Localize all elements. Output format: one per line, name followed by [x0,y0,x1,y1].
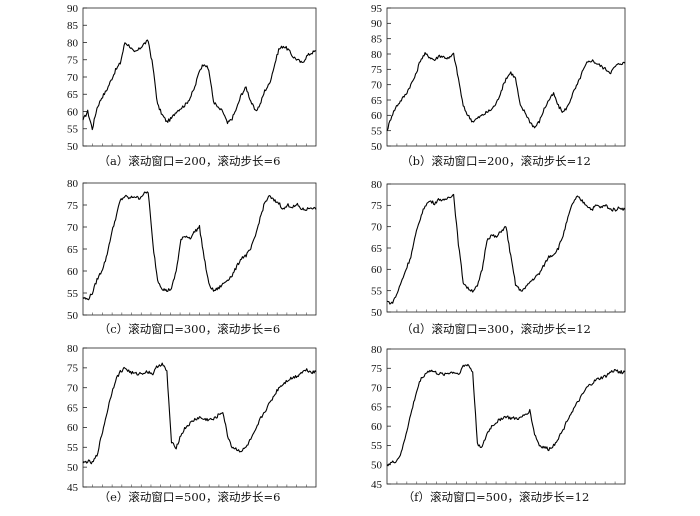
chart-caption: （a）滚动窗口=200，滚动步长=6 [99,154,281,168]
plot-frame [386,183,626,313]
chart-caption: （c）滚动窗口=300，滚动步长=6 [99,322,280,336]
y-tick-label: 50 [67,310,79,322]
series-line [386,52,626,131]
chart-caption: （d）滚动窗口=300，滚动步长=12 [401,322,591,336]
chart-panel-a: 50 55 60 65 70 75 80 85 90 （a）滚动窗口=200，滚动步长=6 [67,3,317,168]
y-tick-label: 55 [67,124,79,136]
y-tick-label: 75 [67,363,79,375]
y-tick-label: 75 [371,363,383,375]
y-tick-label: 45 [371,479,383,491]
y-tick-label: 95 [371,3,383,15]
chart-panel-b: 50 55 60 65 70 75 80 85 90 95 （b）滚动窗口=200，滚动步长=12 [371,3,626,168]
series-line [82,362,317,465]
y-tick-label: 70 [67,383,79,395]
plot-frame [386,348,626,485]
y-tick-label: 50 [67,141,79,153]
y-tick-label: 65 [67,89,79,101]
y-tick-label: 65 [371,402,383,414]
chart-caption: （b）滚动窗口=200，滚动步长=12 [401,154,591,168]
chart-panel-c: 50 55 60 65 70 75 80 （c）滚动窗口=300，滚动步长=6 [67,178,317,336]
plot-frame [82,182,317,316]
y-tick-label: 50 [371,460,383,472]
y-tick-label: 70 [67,72,79,84]
y-tick-label: 75 [371,64,383,76]
chart-caption: （f）滚动窗口=500，滚动步长=12 [403,490,590,504]
y-tick-label: 85 [67,20,79,32]
y-tick-label: 80 [67,178,79,190]
y-tick-label: 60 [371,110,383,122]
y-tick-label: 60 [371,421,383,433]
y-tick-label: 65 [67,244,79,256]
y-tick-label: 70 [371,79,383,91]
y-tick-label: 65 [371,95,383,107]
plot-frame [386,7,626,147]
series-line [386,363,626,467]
plot-frame [82,7,317,147]
y-tick-label: 60 [67,422,79,434]
y-tick-label: 55 [371,440,383,452]
y-tick-label: 45 [67,482,79,494]
y-tick-label: 60 [67,106,79,118]
series-line [82,39,317,131]
y-tick-label: 70 [371,221,383,233]
chart-panel-f: 45 50 55 60 65 70 75 80 （f）滚动窗口=500，滚动步长=12 [371,344,626,504]
chart-panel-d: 50 55 60 65 70 75 80 （d）滚动窗口=300，滚动步长=12 [371,179,626,336]
y-tick-label: 50 [371,141,383,153]
y-tick-label: 80 [67,37,79,49]
y-tick-label: 55 [67,288,79,300]
y-tick-label: 70 [67,222,79,234]
chart-caption: （e）滚动窗口=500，滚动步长=6 [99,490,281,504]
series-line [82,191,317,301]
y-tick-label: 65 [67,402,79,414]
y-tick-label: 85 [371,33,383,45]
y-tick-label: 80 [371,344,383,356]
y-tick-label: 90 [371,18,383,30]
y-tick-label: 50 [371,307,383,319]
y-tick-label: 55 [67,442,79,454]
y-tick-label: 60 [371,264,383,276]
y-tick-label: 80 [67,343,79,355]
y-tick-label: 70 [371,382,383,394]
y-tick-label: 55 [371,285,383,297]
y-tick-label: 75 [67,55,79,67]
y-tick-label: 65 [371,243,383,255]
y-tick-label: 80 [371,179,383,191]
y-tick-label: 75 [67,200,79,212]
y-tick-label: 50 [67,462,79,474]
y-tick-label: 80 [371,49,383,61]
y-tick-label: 90 [67,3,79,15]
chart-panel-e: 45 50 55 60 65 70 75 80 （e）滚动窗口=500，滚动步长=6 [67,343,317,504]
series-line [386,193,626,305]
y-tick-label: 75 [371,200,383,212]
y-tick-label: 55 [371,125,383,137]
y-tick-label: 60 [67,266,79,278]
